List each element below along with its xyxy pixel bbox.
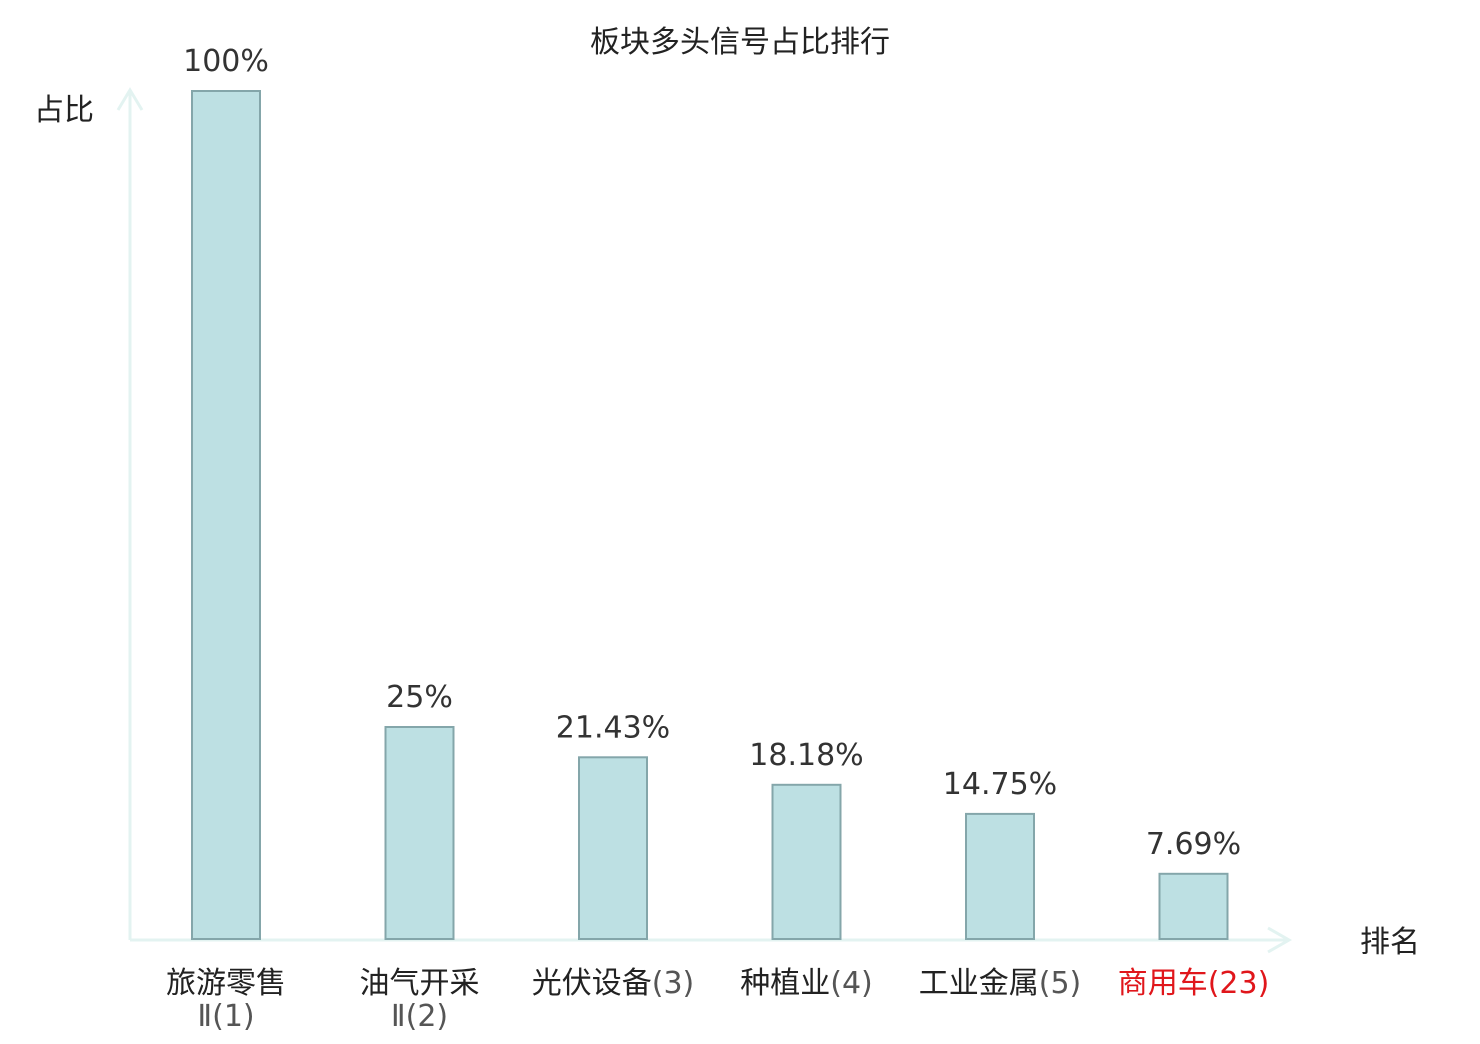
y-axis-arrow [116,87,144,111]
y-axis-label: 占比 [34,93,94,128]
x-tick-name: 种植业 [740,966,830,1001]
bar-value-label: 21.43% [556,710,670,745]
x-tick-rank: (23) [1208,966,1270,1001]
x-tick-label: 光伏设备(3) [532,966,695,1001]
bar [384,726,455,940]
bar [1158,872,1229,940]
bar-value-label: 100% [183,44,269,79]
bar [771,783,842,940]
x-tick-name: 工业金属 [919,966,1039,1001]
bar-value-label: 25% [386,680,453,715]
x-tick-rank: (3) [652,966,695,1001]
bar [578,756,648,940]
x-tick-name: 旅游零售 [166,966,286,1001]
bar-value-label: 14.75% [943,767,1057,802]
x-axis-label: 排名 [1360,925,1420,960]
bar [965,812,1035,941]
x-tick-rank: Ⅱ(1) [197,999,254,1034]
bar-value-label: 7.69% [1146,827,1241,862]
bar [191,90,261,940]
x-tick-label: 油气开采 Ⅱ(2) [360,966,480,1034]
bar-value-label: 18.18% [749,738,863,773]
bars-group [191,90,1229,941]
x-tick-label: 旅游零售 Ⅱ(1) [166,966,286,1034]
value-labels-group: 100% 25% 21.43% 18.18% 14.75% 7.69% [183,44,1241,862]
axes [116,87,1293,954]
x-tick-name: 油气开采 [360,966,480,1001]
x-tick-label: 工业金属(5) [919,966,1082,1001]
x-axis-arrow [1267,926,1293,954]
category-labels-group: 旅游零售 Ⅱ(1)油气开采 Ⅱ(2)光伏设备(3) 种植业(4) 工业金属(5) 商用车(… [166,966,1269,1034]
x-tick-label: 商用车(23) [1118,966,1270,1001]
x-tick-name: 光伏设备 [532,966,652,1001]
chart-title: 板块多头信号占比排行 [590,25,890,60]
x-tick-rank: Ⅱ(2) [391,999,448,1034]
x-tick-rank: (5) [1039,966,1082,1001]
x-tick-name: 商用车 [1118,966,1208,1001]
x-tick-label: 种植业(4) [740,966,873,1001]
x-tick-rank: (4) [830,966,873,1001]
